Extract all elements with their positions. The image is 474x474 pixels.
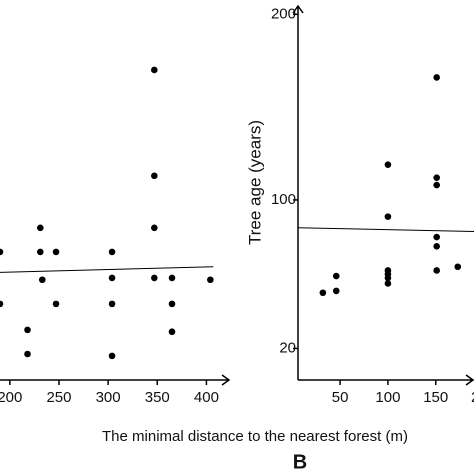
x-tick-label: 250 [46,389,71,406]
point [151,224,158,232]
x-axis-label: The minimal distance to the nearest fore… [102,428,408,445]
point [433,243,440,250]
point [384,274,392,282]
point [433,267,440,274]
point [168,274,176,282]
point [168,328,176,336]
point [319,289,327,297]
point [38,276,46,284]
x-tick-label: 200 [471,389,474,406]
trend-line [0,266,214,273]
x-tick-label: 350 [145,389,170,406]
point [433,233,440,241]
trend-line [297,227,474,232]
point [36,224,44,232]
point [168,300,176,308]
x-axis [0,374,231,386]
x-tick-label: 100 [375,389,400,406]
y-tick-label: 100 [271,191,296,208]
y-tick-label: 200 [271,5,296,22]
y-axis-label: Tree age (years) [245,120,264,245]
point [332,287,340,295]
point [207,276,214,284]
point [332,272,340,280]
point [24,350,31,358]
point [433,181,440,189]
point [433,74,440,81]
point [384,161,392,168]
x-tick-label: 400 [194,389,219,406]
x-tick-label: 150 [423,389,448,406]
point [0,300,4,308]
point [108,248,116,256]
point [108,352,116,360]
x-tick-label: 200 [0,389,22,406]
x-axis [298,374,474,386]
point [454,263,462,271]
point [36,248,44,256]
point [24,326,31,334]
panel-label: B [293,451,307,473]
point [52,300,60,308]
point [0,248,4,256]
point [108,274,116,282]
x-tick-label: 300 [96,389,121,406]
point [433,174,440,181]
point [151,66,158,74]
point [151,274,158,282]
point [108,300,116,308]
point [151,172,158,180]
y-axis [292,4,304,380]
point [384,213,392,220]
y-tick-label: 20 [279,339,296,356]
point [52,248,60,256]
x-tick-label: 50 [332,389,349,406]
point [384,280,392,287]
